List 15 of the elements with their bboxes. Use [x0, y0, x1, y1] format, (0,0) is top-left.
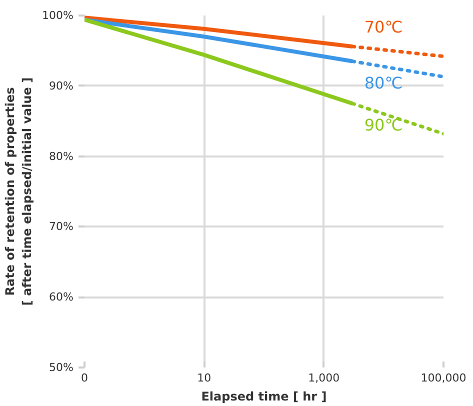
y-tick-label: 80%: [49, 150, 74, 163]
series-label: 80℃: [364, 73, 403, 92]
x-axis-title: Elapsed time [ hr ]: [201, 390, 327, 404]
series-label: 90℃: [364, 116, 403, 134]
y-tick-label: 90%: [49, 79, 74, 92]
y-tick-label: 60%: [49, 290, 74, 304]
series-label: 70℃: [364, 17, 403, 36]
y-tick-label: 100%: [42, 9, 74, 22]
y-tick-label: 50%: [49, 361, 74, 374]
x-tick-label: 1,000: [308, 372, 340, 384]
x-tick-label: 0: [81, 372, 88, 384]
y-tick-label: 70%: [49, 220, 74, 234]
x-tick-label: 100,000: [420, 372, 466, 384]
x-tick-label: 10: [197, 372, 212, 384]
y-axis-title: Rate of retention of properties [ after time elapsed/initial value ]: [3, 77, 34, 306]
